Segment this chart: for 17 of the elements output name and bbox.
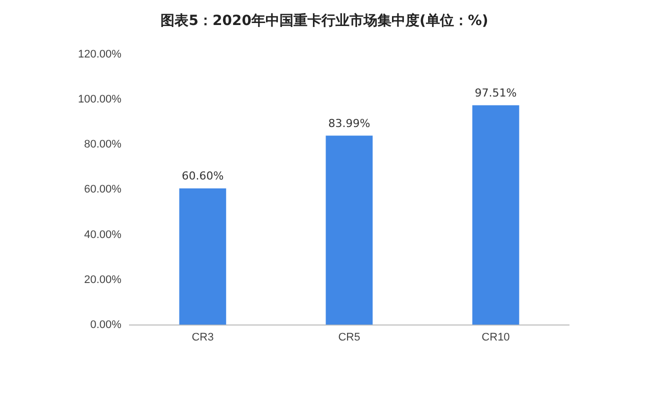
y-tick-label: 80.00% — [84, 138, 122, 151]
data-label: 60.60% — [182, 170, 224, 183]
y-tick-label: 40.00% — [84, 228, 122, 241]
data-label: 83.99% — [328, 117, 370, 130]
x-tick-label: CR10 — [482, 331, 510, 344]
data-label: 97.51% — [474, 86, 517, 100]
y-tick-label: 100.00% — [78, 94, 122, 106]
chart-title: 图表5：2020年中国重卡行业市场集中度(单位：%) — [160, 12, 490, 30]
x-tick-label: CR5 — [338, 331, 360, 344]
y-tick-label: 60.00% — [84, 184, 122, 196]
bar — [472, 105, 520, 325]
y-tick-label: 0.00% — [90, 318, 122, 331]
bar — [326, 136, 373, 325]
y-tick-label: 120.00% — [78, 48, 122, 61]
bar — [179, 188, 226, 325]
x-tick-label: CR3 — [192, 331, 214, 344]
y-tick-label: 20.00% — [84, 274, 122, 286]
